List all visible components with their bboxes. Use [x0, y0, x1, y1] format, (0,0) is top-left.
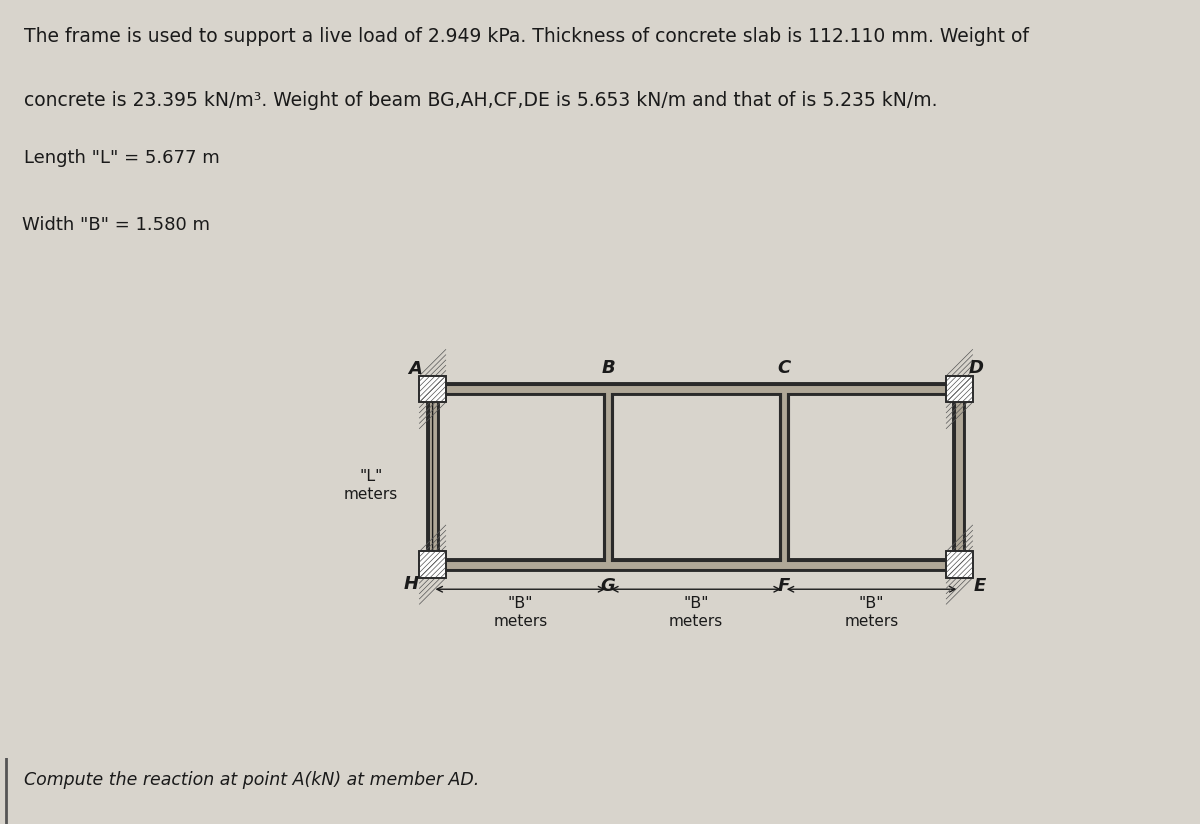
Text: H: H: [403, 575, 419, 593]
Text: F: F: [778, 577, 790, 595]
Text: B: B: [601, 358, 616, 377]
Bar: [947, 376, 972, 402]
Text: "B": "B": [683, 597, 709, 611]
Bar: [420, 376, 445, 402]
Text: Width "B" = 1.580 m: Width "B" = 1.580 m: [22, 216, 210, 234]
Text: E: E: [973, 577, 985, 595]
Bar: [420, 376, 445, 402]
Text: D: D: [968, 358, 983, 377]
Bar: [947, 551, 972, 578]
Text: "B": "B": [859, 597, 884, 611]
Bar: [947, 551, 972, 578]
Text: concrete is 23.395 kN/m³. Weight of beam BG,AH,CF,DE is 5.653 kN/m and that of i: concrete is 23.395 kN/m³. Weight of beam…: [24, 91, 937, 110]
Text: The frame is used to support a live load of 2.949 kPa. Thickness of concrete sla: The frame is used to support a live load…: [24, 27, 1028, 46]
Text: meters: meters: [493, 614, 547, 629]
Text: "L": "L": [360, 470, 383, 485]
Bar: [420, 551, 445, 578]
Text: "B": "B": [508, 597, 533, 611]
Bar: [947, 376, 972, 402]
Text: A: A: [408, 360, 422, 378]
Text: meters: meters: [344, 487, 398, 502]
Text: Compute the reaction at point A(kN) at member AD.: Compute the reaction at point A(kN) at m…: [24, 771, 479, 789]
Text: C: C: [778, 358, 791, 377]
Text: meters: meters: [845, 614, 899, 629]
Text: G: G: [601, 577, 616, 595]
Text: Length "L" = 5.677 m: Length "L" = 5.677 m: [24, 148, 220, 166]
Text: meters: meters: [668, 614, 724, 629]
Bar: [420, 551, 445, 578]
